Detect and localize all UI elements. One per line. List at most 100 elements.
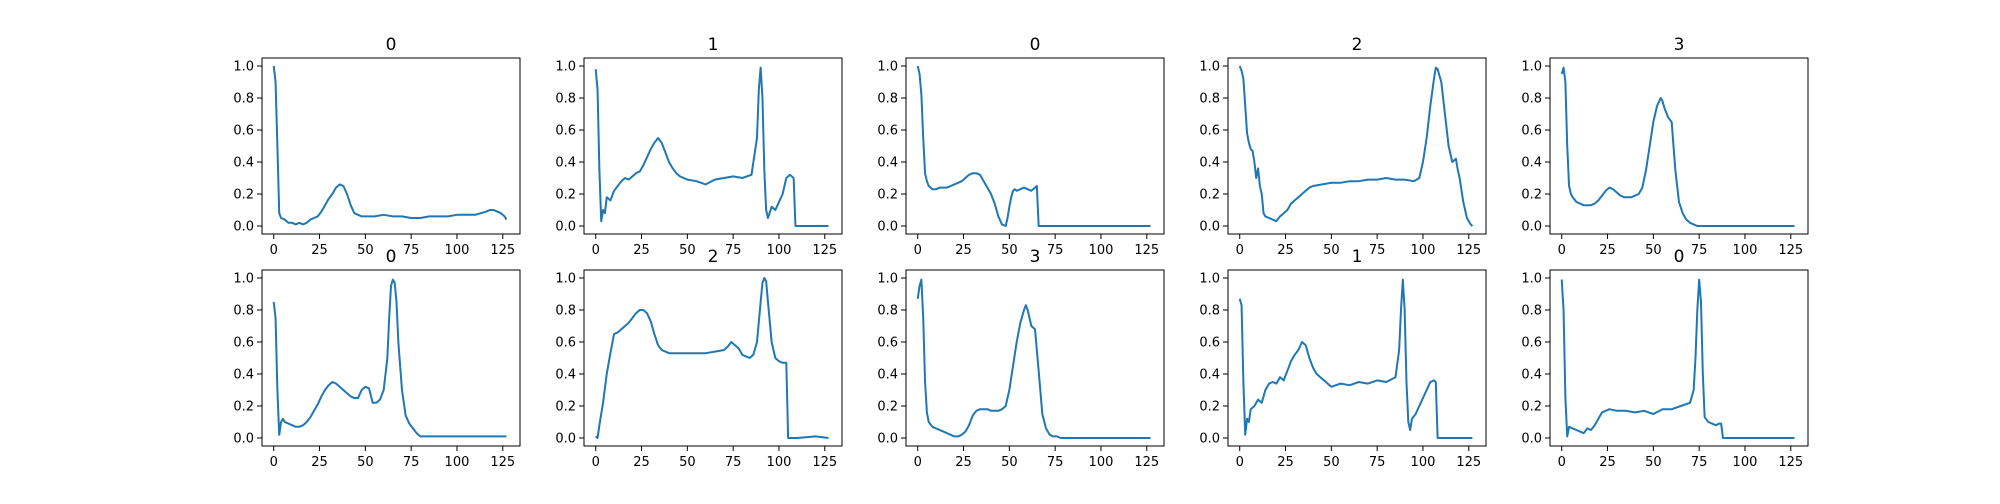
x-tick-label: 0 bbox=[592, 455, 600, 470]
x-tick-label: 50 bbox=[357, 243, 374, 258]
y-tick-label: 1.0 bbox=[233, 272, 254, 287]
x-tick-label: 50 bbox=[1001, 243, 1018, 258]
x-tick-label: 125 bbox=[1456, 243, 1481, 258]
x-tick-label: 75 bbox=[403, 243, 420, 258]
x-tick-label: 125 bbox=[812, 455, 837, 470]
subplot-6: 2 0 25 50 75 100 125 0.0 0.2 0.4 0.6 0.8 1.0 bbox=[555, 247, 843, 470]
x-tick-label: 75 bbox=[1691, 243, 1708, 258]
y-tick-label: 0.2 bbox=[877, 188, 898, 203]
x-tick-label: 50 bbox=[1323, 243, 1340, 258]
x-tick-label: 0 bbox=[270, 455, 278, 470]
y-tick-label: 0.0 bbox=[555, 432, 576, 447]
y-tick-label: 0.0 bbox=[233, 432, 254, 447]
x-tick-label: 25 bbox=[955, 455, 972, 470]
subplot-1: 1 0 25 50 75 100 125 0.0 0.2 0.4 0.6 0.8 1.0 bbox=[555, 35, 843, 258]
series-line bbox=[272, 65, 508, 226]
y-tick-label: 0.6 bbox=[877, 336, 898, 351]
y-tick-label: 0.6 bbox=[1521, 336, 1542, 351]
y-tick-label: 0.4 bbox=[1199, 156, 1220, 171]
x-tick-label: 25 bbox=[955, 243, 972, 258]
y-tick-label: 0.0 bbox=[1521, 220, 1542, 235]
x-tick-label: 125 bbox=[1778, 455, 1803, 470]
series-line bbox=[1238, 278, 1473, 439]
x-tick-label: 75 bbox=[1691, 455, 1708, 470]
y-tick-label: 0.8 bbox=[1521, 304, 1542, 319]
x-tick-label: 100 bbox=[1411, 243, 1436, 258]
subplot-title: 0 bbox=[1030, 35, 1041, 55]
x-tick-label: 100 bbox=[1733, 243, 1758, 258]
x-tick-label: 50 bbox=[1645, 455, 1662, 470]
y-tick-label: 0.2 bbox=[555, 188, 576, 203]
axes-frame bbox=[905, 57, 1165, 235]
x-tick-label: 125 bbox=[1456, 455, 1481, 470]
y-tick-label: 0.4 bbox=[555, 368, 576, 383]
x-tick-label: 0 bbox=[1236, 243, 1244, 258]
y-tick-label: 0.4 bbox=[1199, 368, 1220, 383]
subplot-title: 2 bbox=[1352, 35, 1363, 55]
series-line bbox=[595, 277, 829, 439]
y-tick-label: 0.4 bbox=[877, 156, 898, 171]
subplot-title: 3 bbox=[1674, 35, 1685, 55]
y-tick-label: 0.6 bbox=[1521, 124, 1542, 139]
y-tick-label: 0.8 bbox=[1199, 92, 1220, 107]
y-tick-label: 0.0 bbox=[1199, 220, 1220, 235]
y-tick-label: 1.0 bbox=[877, 60, 898, 75]
x-tick-label: 50 bbox=[1645, 243, 1662, 258]
x-tick-label: 25 bbox=[1277, 243, 1294, 258]
series-line bbox=[1560, 66, 1795, 227]
x-tick-label: 100 bbox=[1089, 455, 1114, 470]
x-tick-label: 125 bbox=[490, 455, 515, 470]
y-tick-label: 0.8 bbox=[233, 92, 254, 107]
y-tick-label: 0.0 bbox=[877, 432, 898, 447]
subplot-5: 0 0 25 50 75 100 125 0.0 0.2 0.4 0.6 0.8 1.0 bbox=[233, 247, 521, 470]
axes-frame bbox=[583, 269, 843, 447]
y-tick-label: 1.0 bbox=[233, 60, 254, 75]
y-tick-label: 1.0 bbox=[1521, 272, 1542, 287]
y-tick-label: 0.6 bbox=[1199, 336, 1220, 351]
series-line bbox=[272, 278, 507, 438]
axes-frame bbox=[261, 269, 521, 447]
y-tick-label: 0.2 bbox=[877, 400, 898, 415]
x-tick-label: 125 bbox=[1134, 455, 1159, 470]
x-tick-label: 25 bbox=[1599, 455, 1616, 470]
x-tick-label: 25 bbox=[311, 455, 328, 470]
y-tick-label: 1.0 bbox=[1199, 60, 1220, 75]
y-tick-label: 0.6 bbox=[1199, 124, 1220, 139]
subplot-title: 0 bbox=[386, 247, 397, 267]
subplot-9: 0 0 25 50 75 100 125 0.0 0.2 0.4 0.6 0.8 1.0 bbox=[1521, 247, 1809, 470]
x-tick-label: 125 bbox=[490, 243, 515, 258]
x-tick-label: 25 bbox=[633, 243, 650, 258]
x-tick-label: 0 bbox=[270, 243, 278, 258]
y-tick-label: 1.0 bbox=[877, 272, 898, 287]
y-tick-label: 0.4 bbox=[233, 368, 254, 383]
y-tick-label: 0.0 bbox=[233, 220, 254, 235]
y-tick-label: 0.2 bbox=[233, 400, 254, 415]
x-tick-label: 125 bbox=[1778, 243, 1803, 258]
y-tick-label: 0.2 bbox=[1199, 188, 1220, 203]
subplot-8: 1 0 25 50 75 100 125 0.0 0.2 0.4 0.6 0.8 1.0 bbox=[1199, 247, 1487, 470]
subplot-4: 3 0 25 50 75 100 125 0.0 0.2 0.4 0.6 0.8 1.0 bbox=[1521, 35, 1809, 258]
x-tick-label: 25 bbox=[1599, 243, 1616, 258]
y-tick-label: 0.4 bbox=[877, 368, 898, 383]
x-tick-label: 0 bbox=[592, 243, 600, 258]
x-tick-label: 0 bbox=[1558, 455, 1566, 470]
subplot-title: 3 bbox=[1030, 247, 1041, 267]
x-tick-label: 0 bbox=[1236, 455, 1244, 470]
y-tick-label: 0.0 bbox=[555, 220, 576, 235]
subplot-0: 0 0 25 50 75 100 125 0.0 0.2 0.4 0.6 0.8 1.0 bbox=[233, 35, 521, 258]
x-tick-label: 50 bbox=[1323, 455, 1340, 470]
axes-frame bbox=[1549, 269, 1809, 447]
y-tick-label: 0.0 bbox=[1521, 432, 1542, 447]
series-line bbox=[1560, 278, 1795, 439]
y-tick-label: 0.6 bbox=[877, 124, 898, 139]
y-tick-label: 0.8 bbox=[1521, 92, 1542, 107]
subplot-title: 0 bbox=[386, 35, 397, 55]
x-tick-label: 75 bbox=[1369, 455, 1386, 470]
y-tick-label: 0.8 bbox=[1199, 304, 1220, 319]
x-tick-label: 100 bbox=[445, 455, 470, 470]
y-tick-label: 0.2 bbox=[1199, 400, 1220, 415]
series-line bbox=[1238, 65, 1474, 227]
axes-frame bbox=[1227, 269, 1487, 447]
y-tick-label: 0.6 bbox=[233, 336, 254, 351]
series-line bbox=[916, 65, 1151, 227]
